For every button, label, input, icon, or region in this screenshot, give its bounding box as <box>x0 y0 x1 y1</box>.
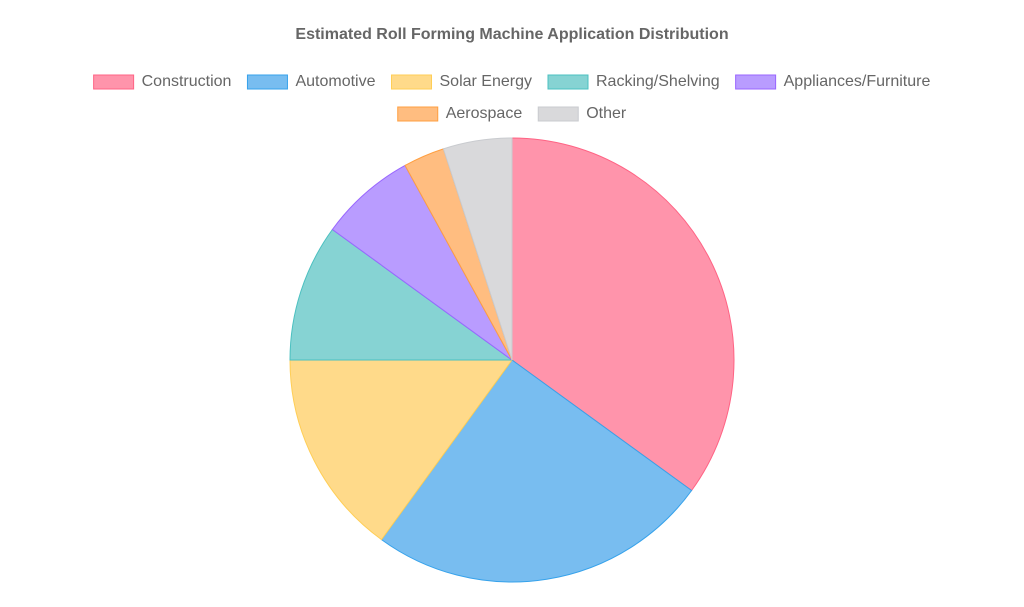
legend-swatch[interactable] <box>735 74 777 90</box>
legend-label[interactable]: Automotive <box>295 73 375 90</box>
legend-label[interactable]: Other <box>586 105 627 122</box>
legend-swatch[interactable] <box>537 106 579 122</box>
legend-swatch[interactable] <box>93 74 135 90</box>
legend-swatch[interactable] <box>391 74 432 90</box>
pie-slice <box>511 137 735 492</box>
legend-label[interactable]: Construction <box>142 73 232 90</box>
legend-label[interactable]: Solar Energy <box>440 73 533 90</box>
legend-label[interactable]: Racking/Shelving <box>596 73 720 90</box>
chart-title: Estimated Roll Forming Machine Applicati… <box>295 26 728 43</box>
pie-slice <box>442 137 513 361</box>
pie-slice <box>289 228 514 361</box>
legend-swatch[interactable] <box>397 106 439 122</box>
legend-swatch[interactable] <box>246 74 288 90</box>
legend-label[interactable]: Appliances/Furniture <box>784 73 931 90</box>
legend-swatch[interactable] <box>547 74 589 90</box>
pie-slice <box>380 359 693 583</box>
pie-slice <box>289 359 513 541</box>
legend-label[interactable]: Aerospace <box>446 105 523 122</box>
